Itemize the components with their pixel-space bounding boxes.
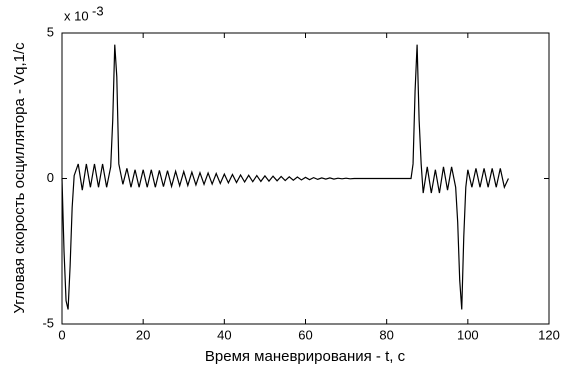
x-tick-label: 40	[217, 327, 231, 342]
y-axis-label: Угловая скорость осциллятора - Vq,1/с	[11, 42, 28, 314]
y-tick-label: -5	[42, 315, 54, 330]
x-axis-label: Время маневрирования - t, с	[205, 348, 406, 365]
y-multiplier: x 10	[64, 8, 89, 23]
y-exponent: -3	[92, 3, 104, 18]
x-tick-label: 80	[379, 327, 393, 342]
x-tick-label: 60	[298, 327, 312, 342]
y-tick-label: 0	[47, 170, 54, 185]
data-line	[61, 44, 509, 310]
x-tick-label: 20	[136, 327, 150, 342]
x-tick-label: 0	[58, 327, 65, 342]
y-tick-label: 5	[47, 24, 54, 39]
x-tick-label: 120	[538, 327, 560, 342]
x-tick-label: 100	[457, 327, 479, 342]
